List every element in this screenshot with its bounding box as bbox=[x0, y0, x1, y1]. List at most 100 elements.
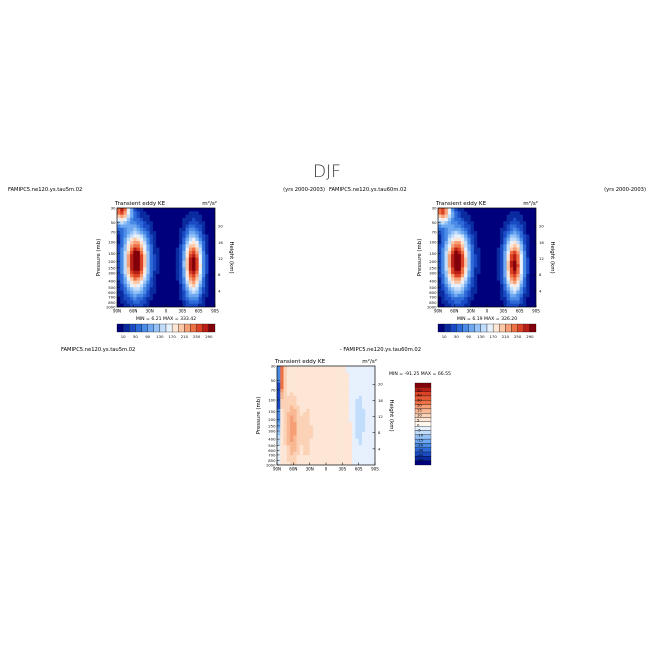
heatmap-cell bbox=[371, 385, 375, 390]
heatmap-cell bbox=[444, 267, 449, 272]
heatmap-cell bbox=[299, 392, 304, 397]
heatmap-cell bbox=[205, 270, 210, 275]
heatmap-cell bbox=[447, 277, 452, 282]
colorbar-swatch bbox=[141, 323, 148, 333]
heatmap-cell bbox=[352, 415, 356, 420]
heatmap-cell bbox=[133, 270, 138, 275]
heatmap-cell bbox=[208, 280, 213, 285]
colorbar-label: 5 bbox=[417, 418, 420, 423]
heatmap-cell bbox=[322, 425, 327, 430]
heatmap-cell bbox=[117, 264, 121, 268]
heatmap-cell bbox=[169, 257, 174, 262]
heatmap-cell bbox=[139, 250, 144, 255]
heatmap-cell bbox=[156, 303, 161, 307]
heatmap-cell bbox=[133, 217, 138, 222]
heatmap-cell bbox=[283, 375, 288, 380]
heatmap-cell bbox=[156, 254, 161, 259]
heatmap-cell bbox=[335, 451, 340, 456]
heatmap-cell bbox=[286, 366, 291, 370]
heatmap-cell bbox=[312, 422, 317, 426]
heatmap-cell bbox=[326, 432, 330, 436]
heatmap-cell bbox=[441, 241, 446, 245]
colorbar-swatch bbox=[147, 323, 154, 333]
heatmap-cell bbox=[290, 418, 294, 423]
colorbar-label: 40 bbox=[417, 393, 422, 398]
heatmap-cell bbox=[146, 221, 151, 226]
heatmap-cell bbox=[303, 418, 307, 423]
heatmap-cell bbox=[503, 217, 508, 222]
heatmap-cell bbox=[312, 445, 317, 450]
heatmap-cell bbox=[329, 372, 334, 377]
heatmap-cell bbox=[532, 297, 536, 301]
heatmap-cell bbox=[146, 257, 151, 262]
heatmap-cell bbox=[355, 379, 360, 384]
heatmap-cell bbox=[329, 441, 334, 446]
colorbar-swatch bbox=[480, 323, 488, 333]
heatmap-cell bbox=[149, 247, 154, 252]
heatmap-cell bbox=[457, 283, 462, 288]
heatmap-cell bbox=[457, 227, 462, 232]
heatmap-cell bbox=[312, 455, 317, 459]
heatmap-cell bbox=[473, 300, 478, 305]
heatmap-cell bbox=[487, 241, 491, 245]
heatmap-cell bbox=[444, 231, 449, 235]
heatmap-cell bbox=[182, 224, 187, 229]
heatmap-cell bbox=[361, 366, 366, 370]
heatmap-cell bbox=[451, 303, 455, 307]
heatmap-cell bbox=[205, 247, 210, 252]
heatmap-cell bbox=[454, 300, 459, 305]
heatmap-cell bbox=[326, 418, 330, 423]
heatmap-cell bbox=[500, 250, 504, 255]
heatmap-cell bbox=[526, 283, 531, 288]
heatmap-cell bbox=[192, 211, 196, 216]
heatmap-cell bbox=[506, 300, 511, 305]
heatmap-cell bbox=[460, 227, 465, 232]
heatmap-cell bbox=[345, 385, 350, 390]
heatmap-cell bbox=[296, 435, 301, 440]
heatmap-cell bbox=[306, 375, 311, 380]
heatmap-cell bbox=[198, 211, 203, 216]
heatmap-cell bbox=[345, 408, 350, 413]
heatmap-cell bbox=[156, 214, 161, 219]
heatmap-cell bbox=[509, 283, 514, 288]
y-right-tick-label: 16 bbox=[378, 398, 383, 403]
heatmap-cell bbox=[130, 244, 134, 249]
heatmap-cell bbox=[467, 241, 472, 245]
heatmap-cell bbox=[185, 211, 190, 216]
heatmap-cell bbox=[299, 448, 304, 453]
heatmap-cell bbox=[500, 241, 504, 245]
heatmap-cell bbox=[342, 445, 347, 450]
heatmap-cell bbox=[509, 221, 514, 226]
heatmap-cell bbox=[441, 287, 446, 292]
heatmap-cell bbox=[506, 244, 511, 249]
heatmap-cell bbox=[496, 237, 501, 242]
heatmap-cell bbox=[179, 237, 183, 242]
heatmap-cell bbox=[169, 244, 174, 249]
heatmap-cell bbox=[139, 208, 144, 212]
chart-title: Transient eddy KE bbox=[435, 201, 487, 207]
heatmap-cell bbox=[513, 241, 517, 245]
heatmap-cell bbox=[205, 283, 210, 288]
heatmap-cell bbox=[345, 435, 350, 440]
heatmap-cell bbox=[309, 458, 314, 463]
heatmap-cell bbox=[149, 234, 154, 239]
heatmap-cell bbox=[172, 277, 177, 282]
y-tick-label: 500 bbox=[108, 285, 116, 290]
heatmap-cell bbox=[457, 290, 462, 295]
heatmap-cell bbox=[467, 217, 472, 222]
heatmap-cell bbox=[117, 227, 121, 232]
heatmap-cell bbox=[166, 217, 170, 222]
heatmap-cell bbox=[483, 257, 488, 262]
heatmap-cell bbox=[296, 385, 301, 390]
heatmap-cell bbox=[322, 438, 327, 443]
heatmap-cell bbox=[522, 283, 527, 288]
heatmap-cell bbox=[451, 290, 455, 295]
heatmap-cell bbox=[470, 264, 475, 268]
heatmap-cell bbox=[319, 418, 324, 423]
heatmap-cell bbox=[352, 379, 356, 384]
heatmap-cell bbox=[133, 221, 138, 226]
heatmap-cell bbox=[306, 448, 311, 453]
heatmap-cell bbox=[519, 217, 524, 222]
min-max-label: MIN = -91.25 MAX = 66.55 bbox=[389, 371, 451, 377]
heatmap-cell bbox=[149, 297, 154, 301]
